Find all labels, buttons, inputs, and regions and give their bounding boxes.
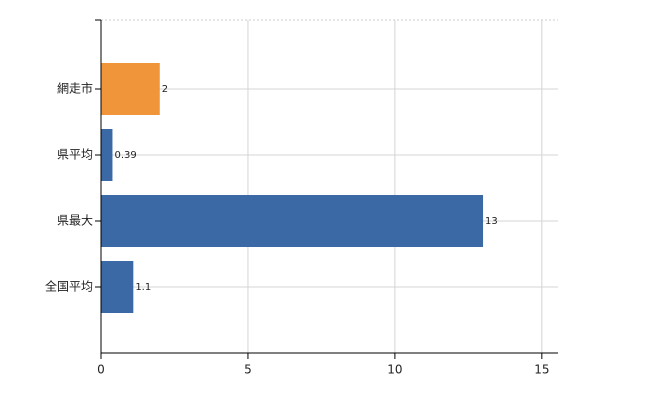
value-label: 13	[485, 216, 498, 227]
x-tick-label: 5	[244, 363, 252, 377]
value-label: 1.1	[135, 282, 151, 293]
value-label: 2	[162, 84, 168, 95]
y-tick-label: 県最大	[57, 214, 93, 228]
x-tick-label: 10	[387, 363, 402, 377]
bar	[101, 63, 160, 115]
y-tick-label: 県平均	[57, 148, 93, 162]
bar	[101, 261, 134, 313]
y-tick-label: 網走市	[57, 81, 93, 96]
bar	[101, 195, 484, 247]
bar	[101, 129, 113, 181]
x-tick-label: 0	[97, 363, 105, 377]
x-tick-label: 15	[534, 363, 549, 377]
y-tick-label: 全国平均	[45, 279, 93, 294]
value-label: 0.39	[114, 150, 136, 161]
